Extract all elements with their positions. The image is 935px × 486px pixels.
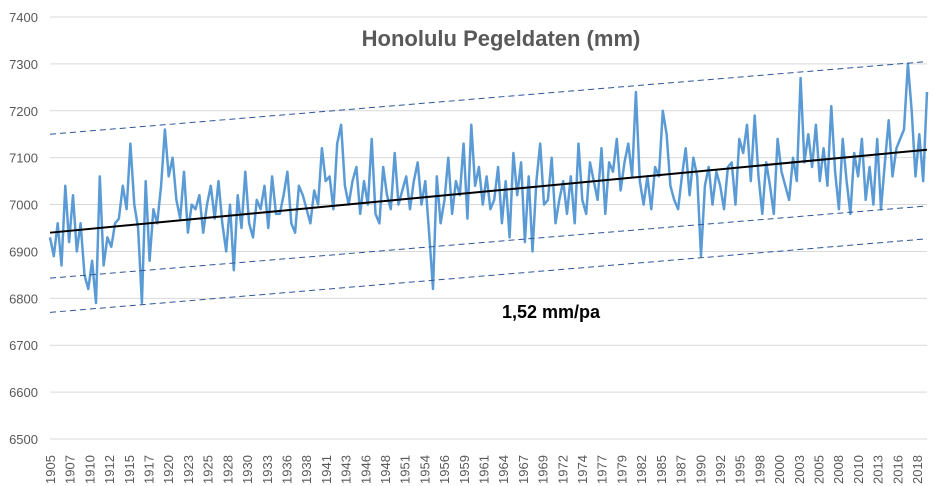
gridlines: [50, 16, 927, 440]
x-tick-label: 1954: [417, 455, 432, 484]
x-tick-label: 1910: [82, 455, 97, 484]
x-tick-label: 1928: [220, 455, 235, 484]
x-tick-label: 2003: [792, 455, 807, 484]
x-tick-label: 1982: [634, 455, 649, 484]
x-tick-label: 1956: [437, 455, 452, 484]
x-tick-label: 1905: [43, 455, 58, 484]
x-tick-label: 1995: [733, 455, 748, 484]
y-axis-ticks: 6500 6600 6700 6800 6900 7000 7100 7200 7300 7400: [9, 10, 38, 447]
x-tick-label: 1946: [358, 455, 373, 484]
x-tick-label: 1974: [575, 455, 590, 484]
x-tick-label: 1990: [693, 455, 708, 484]
y-tick-label: 6800: [9, 291, 38, 306]
x-tick-label: 2008: [831, 455, 846, 484]
y-tick-label: 7100: [9, 151, 38, 166]
x-tick-label: 1977: [595, 455, 610, 484]
x-tick-label: 1915: [122, 455, 137, 484]
x-tick-label: 1912: [102, 455, 117, 484]
x-tick-label: 2010: [851, 455, 866, 484]
x-tick-label: 2018: [910, 455, 925, 484]
series-line-pegel: [48, 62, 929, 305]
bound-line-lower-bound-1: [49, 205, 928, 279]
y-tick-label: 7400: [9, 10, 38, 25]
y-tick-label: 6700: [9, 338, 38, 353]
x-tick-label: 1930: [240, 455, 255, 484]
y-tick-label: 7300: [9, 57, 38, 72]
chart-title: Honolulu Pegeldaten (mm): [362, 26, 641, 51]
x-tick-label: 2005: [811, 455, 826, 484]
x-tick-label: 2013: [871, 455, 886, 484]
x-tick-label: 1917: [142, 455, 157, 484]
y-tick-label: 6500: [9, 432, 38, 447]
y-tick-label: 6600: [9, 385, 38, 400]
x-tick-label: 1972: [555, 455, 570, 484]
x-tick-label: 1951: [398, 455, 413, 484]
x-tick-label: 1985: [654, 455, 669, 484]
x-tick-label: 1923: [181, 455, 196, 484]
x-tick-label: 1998: [752, 455, 767, 484]
x-tick-label: 1967: [516, 455, 531, 484]
x-tick-label: 1920: [161, 455, 176, 484]
x-tick-label: 1938: [299, 455, 314, 484]
x-tick-label: 1907: [63, 455, 78, 484]
x-tick-label: 1969: [536, 455, 551, 484]
x-axis-ticks: 1905 1907 1910 1912 1915 1917 1920 1923 1925 1928…: [43, 455, 925, 484]
x-tick-label: 1992: [713, 455, 728, 484]
y-tick-label: 7200: [9, 104, 38, 119]
x-tick-label: 1936: [279, 455, 294, 484]
y-tick-label: 7000: [9, 198, 38, 213]
x-tick-label: 2016: [890, 455, 905, 484]
x-tick-label: 1987: [674, 455, 689, 484]
bound-line-upper-bound: [49, 61, 928, 135]
x-tick-label: 1941: [319, 455, 334, 484]
x-tick-label: 1948: [378, 455, 393, 484]
x-tick-label: 1943: [339, 455, 354, 484]
x-tick-label: 1964: [496, 455, 511, 484]
x-tick-label: 1925: [201, 455, 216, 484]
bound-line-lower-bound-2: [49, 238, 928, 313]
x-tick-label: 1979: [614, 455, 629, 484]
x-tick-label: 1961: [477, 455, 492, 484]
trend-annotation: 1,52 mm/pa: [502, 302, 601, 322]
x-tick-label: 1933: [260, 455, 275, 484]
series-lines: [48, 61, 929, 313]
x-tick-label: 2000: [772, 455, 787, 484]
x-tick-label: 1959: [457, 455, 472, 484]
y-tick-label: 6900: [9, 244, 38, 259]
trend-line: [49, 148, 928, 234]
